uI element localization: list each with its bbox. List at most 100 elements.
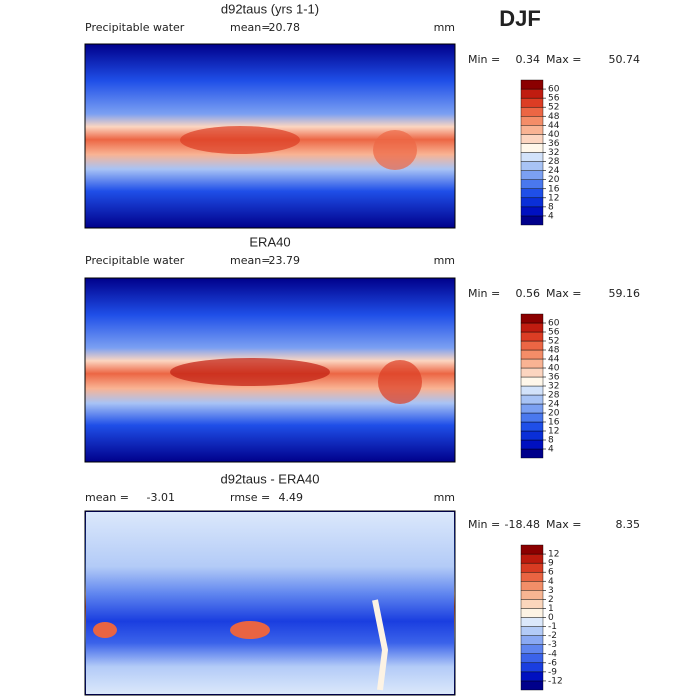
- panel-title: d92taus (yrs 1-1): [221, 1, 319, 16]
- min-value: 0.34: [516, 53, 541, 66]
- map-2: [84, 277, 456, 463]
- colorbar-label: 56: [548, 94, 560, 104]
- colorbar-label: 28: [548, 157, 560, 167]
- colorbar-label: 52: [548, 103, 559, 113]
- colorbar-swatch: [520, 626, 544, 636]
- max-label: Max =: [546, 53, 581, 66]
- units: mm: [434, 491, 455, 504]
- max-label: Max =: [546, 287, 581, 300]
- colorbar-swatch: [520, 571, 544, 582]
- colorbar-swatch: [520, 188, 544, 199]
- min-value: 0.56: [516, 287, 541, 300]
- colorbar-swatch: [520, 206, 544, 217]
- colorbar-label: 2: [548, 595, 554, 605]
- colorbar-label: 60: [548, 319, 560, 329]
- rmse-label: rmse =: [230, 491, 270, 504]
- colorbar-label: -12: [548, 676, 563, 686]
- colorbar-label: 60: [548, 85, 560, 95]
- colorbar-swatch: [520, 179, 544, 189]
- colorbar-label: 4: [548, 577, 554, 587]
- colorbar-label: -1: [548, 622, 557, 632]
- colorbar-swatch: [520, 215, 544, 226]
- max-value: 59.16: [609, 287, 641, 300]
- colorbar-label: 4: [548, 211, 554, 221]
- colorbar-swatch: [520, 340, 544, 351]
- colorbar-swatch: [520, 106, 544, 117]
- min-label: Min =: [468, 287, 500, 300]
- colorbar-swatch: [520, 349, 544, 360]
- colorbar-label: -2: [548, 631, 557, 641]
- colorbar-label: 48: [548, 112, 560, 122]
- colorbar-swatch: [520, 403, 544, 414]
- max-label: Max =: [546, 518, 581, 531]
- colorbar-swatch: [520, 152, 544, 162]
- mean-value: 23.79: [269, 254, 301, 267]
- colorbar-swatch: [520, 97, 544, 108]
- colorbar-swatch: [520, 599, 544, 609]
- variable-label: Precipitable water: [85, 254, 185, 267]
- units: mm: [434, 254, 455, 267]
- colorbar-swatch: [520, 590, 544, 600]
- colorbar-label: 20: [548, 175, 560, 185]
- panel-title: d92taus - ERA40: [220, 471, 319, 486]
- colorbar-label: -4: [548, 649, 557, 659]
- colorbar-label: 24: [548, 400, 560, 410]
- colorbar-swatch: [520, 394, 544, 405]
- colorbar-swatch: [520, 412, 544, 423]
- colorbar-swatch: [520, 553, 544, 564]
- mean-label: mean=: [230, 254, 270, 267]
- mean-value: 20.78: [269, 21, 301, 34]
- min-label: Min =: [468, 518, 500, 531]
- colorbar-label: 28: [548, 391, 560, 401]
- units: mm: [434, 21, 455, 34]
- colorbar-swatch: [520, 125, 544, 135]
- colorbar-label: -6: [548, 658, 557, 668]
- colorbar-swatch: [520, 439, 544, 450]
- colorbar-label: 12: [548, 550, 559, 560]
- colorbar-label: 16: [548, 184, 560, 194]
- colorbar-swatch: [520, 662, 544, 673]
- colorbar-swatch: [520, 448, 544, 459]
- colorbar-swatch: [520, 608, 544, 618]
- colorbar-label: 3: [548, 586, 554, 596]
- season: DJF: [499, 6, 541, 31]
- colorbar-label: 9: [548, 559, 554, 569]
- colorbar-swatch: [520, 88, 544, 99]
- colorbar-label: 36: [548, 373, 560, 383]
- colorbar-swatch: [520, 653, 544, 664]
- colorbar-swatch: [520, 376, 544, 387]
- colorbar-swatch: [520, 421, 544, 432]
- colorbar-label: 0: [548, 613, 554, 623]
- colorbar-label: 24: [548, 166, 560, 176]
- colorbar-label: -9: [548, 667, 557, 677]
- colorbar-label: 8: [548, 436, 554, 446]
- colorbar-swatch: [520, 358, 544, 369]
- colorbar-label: 8: [548, 202, 554, 212]
- colorbar-label: 56: [548, 328, 560, 338]
- colorbar-label: 44: [548, 121, 560, 131]
- colorbar-label: 12: [548, 193, 559, 203]
- panel-title: ERA40: [249, 234, 290, 249]
- colorbar-swatch: [520, 322, 544, 333]
- colorbar-label: 44: [548, 355, 560, 365]
- max-value: 8.35: [616, 518, 641, 531]
- colorbar-label: 12: [548, 427, 559, 437]
- colorbar-swatch: [520, 635, 544, 645]
- rmse-value: 4.49: [279, 491, 304, 504]
- min-label: Min =: [468, 53, 500, 66]
- mean-value: -3.01: [147, 491, 175, 504]
- mean-label: mean=: [230, 21, 270, 34]
- min-value: -18.48: [505, 518, 540, 531]
- colorbar-swatch: [520, 79, 544, 90]
- map-3: [84, 510, 456, 696]
- colorbar-swatch: [520, 134, 544, 144]
- colorbar-swatch: [520, 544, 544, 555]
- colorbar-swatch: [520, 617, 544, 627]
- colorbar-swatch: [520, 161, 544, 171]
- colorbar-label: 48: [548, 346, 560, 356]
- colorbar-swatch: [520, 680, 544, 691]
- colorbar-label: 36: [548, 139, 560, 149]
- colorbar-swatch: [520, 143, 544, 153]
- colorbar-label: -3: [548, 640, 557, 650]
